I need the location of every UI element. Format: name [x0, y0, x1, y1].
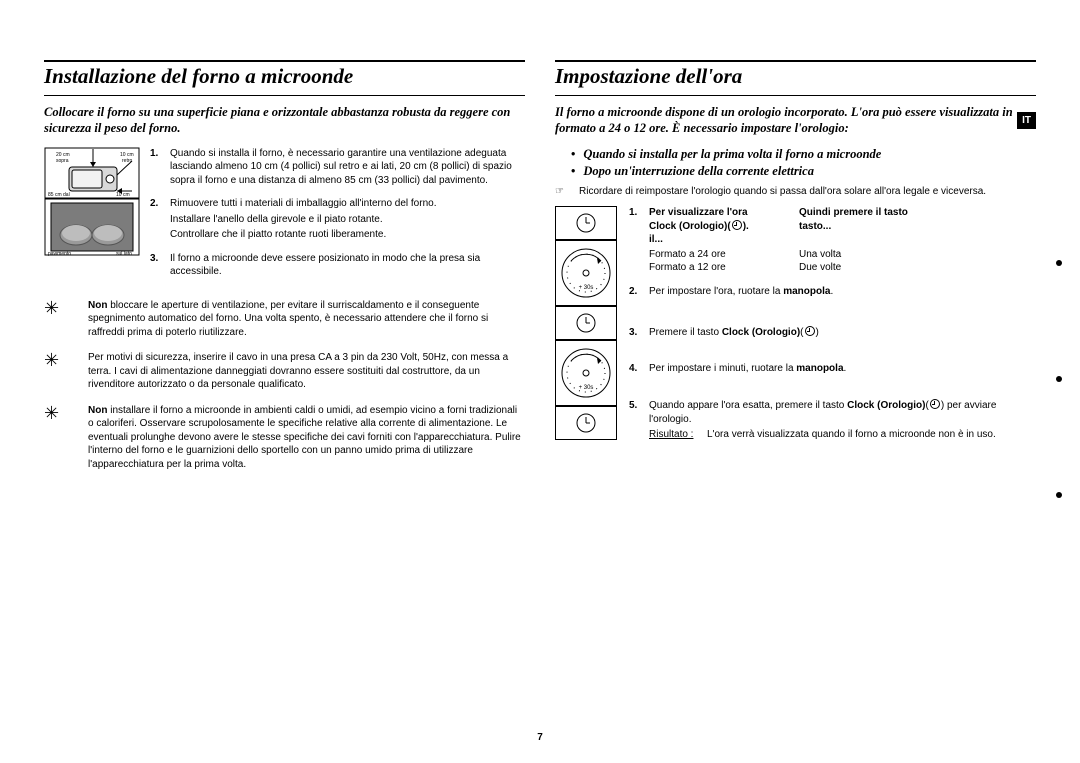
right-intro: Il forno a microonde dispone di un orolo…	[555, 104, 1036, 137]
col-right: Impostazione dell'ora Il forno a microon…	[555, 60, 1036, 483]
left-warn-1: ✳ Non bloccare le aperture di ventilazio…	[44, 299, 525, 340]
warn-icon: ✳	[44, 404, 88, 472]
right-step-1: 1. Per visualizzare l'ora Quindi premere…	[629, 206, 1036, 275]
right-title: Impostazione dell'ora	[555, 62, 1036, 95]
knob-column: + 30s + 30s	[555, 206, 617, 464]
right-step-5: 5. Quando appare l'ora esatta, premere i…	[629, 399, 1036, 442]
svg-text:pavimento: pavimento	[48, 251, 71, 257]
left-step-1: 1. Quando si installa il forno, è necess…	[150, 147, 525, 188]
clock-icon	[732, 220, 742, 230]
svg-text:+ 30s: + 30s	[579, 385, 594, 391]
note-icon: ☞	[555, 185, 579, 199]
left-warn-3: ✳ Non installare il forno a microonde in…	[44, 404, 525, 472]
warn-icon: ✳	[44, 299, 88, 340]
right-step-3: 3. Premere il tasto Clock (Orologio)()	[629, 326, 1036, 340]
knob-clock-3	[555, 406, 617, 440]
left-intro: Collocare il forno su una superficie pia…	[44, 104, 525, 137]
svg-text:sul lato: sul lato	[116, 251, 132, 257]
diag-lbl-bl: 85 cm dal	[48, 192, 70, 198]
language-tag: IT	[1017, 112, 1036, 129]
right-step-4: 4. Per impostare i minuti, ruotare la ma…	[629, 362, 1036, 376]
col-left: Installazione del forno a microonde Coll…	[44, 60, 525, 483]
left-title: Installazione del forno a microonde	[44, 62, 525, 95]
left-warn-2: ✳ Per motivi di sicurezza, inserire il c…	[44, 351, 525, 392]
clock-icon	[930, 399, 940, 409]
right-step-2: 2. Per impostare l'ora, ruotare la manop…	[629, 285, 1036, 299]
result-label: Risultato :	[649, 428, 707, 442]
svg-text:retro: retro	[122, 158, 133, 164]
page-number: 7	[537, 732, 543, 743]
svg-text:+ 30s: + 30s	[579, 285, 594, 291]
svg-text:sopra: sopra	[56, 158, 69, 164]
install-diagram: 20 cm sopra 10 cm retro 85 cm dal pavime…	[44, 147, 140, 289]
diag-lbl-br: 10 cm	[116, 192, 130, 198]
left-step-3: 3. Il forno a microonde deve essere posi…	[150, 252, 525, 279]
binding-holes	[1056, 260, 1064, 608]
knob-dial-1: + 30s	[555, 240, 617, 306]
clock-icon	[805, 326, 815, 336]
warn-icon: ✳	[44, 351, 88, 392]
right-bullet-1: Quando si installa per la prima volta il…	[571, 147, 1036, 162]
knob-clock-1	[555, 206, 617, 240]
knob-clock-2	[555, 306, 617, 340]
right-bullet-2: Dopo un'interruzione della corrente elet…	[571, 164, 1036, 179]
right-note: ☞ Ricordare di reimpostare l'orologio qu…	[555, 185, 1036, 199]
knob-dial-2: + 30s	[555, 340, 617, 406]
left-step-2: 2. Rimuovere tutti i materiali di imball…	[150, 197, 525, 242]
